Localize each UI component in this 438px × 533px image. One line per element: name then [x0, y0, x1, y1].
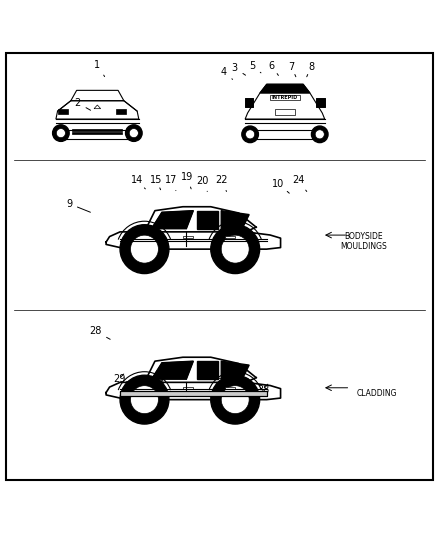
Text: 4: 4 [220, 67, 232, 79]
Text: 26: 26 [143, 240, 155, 251]
Text: 19: 19 [180, 172, 192, 189]
Text: 37: 37 [237, 378, 249, 389]
Text: 7: 7 [288, 62, 295, 77]
Circle shape [311, 126, 327, 143]
Text: 5: 5 [248, 61, 260, 73]
Bar [62, 130, 132, 139]
Text: 17: 17 [165, 175, 177, 191]
Circle shape [120, 375, 169, 424]
Text: 20: 20 [195, 176, 208, 191]
Circle shape [245, 130, 254, 139]
Text: 2: 2 [74, 98, 90, 110]
Bar [274, 109, 294, 115]
Polygon shape [106, 232, 280, 249]
Text: 6: 6 [268, 61, 278, 76]
Polygon shape [259, 84, 309, 93]
Bar [244, 98, 253, 107]
Circle shape [210, 225, 259, 273]
Text: 27: 27 [222, 240, 234, 251]
Bar [244, 98, 253, 107]
Polygon shape [106, 382, 280, 400]
Text: 14: 14 [130, 175, 145, 189]
Text: 28: 28 [89, 326, 110, 340]
Text: 10: 10 [272, 179, 289, 193]
Text: 29: 29 [113, 374, 125, 384]
Text: 33: 33 [152, 378, 164, 389]
Bar [58, 109, 68, 114]
Circle shape [53, 125, 69, 141]
Bar [120, 391, 266, 397]
Bar [247, 130, 321, 139]
Circle shape [130, 235, 158, 263]
Circle shape [129, 128, 138, 138]
Text: 3: 3 [231, 63, 245, 75]
Circle shape [130, 386, 158, 414]
Circle shape [241, 126, 258, 143]
Bar [316, 98, 324, 107]
Text: BODYSIDE
MOULDINGS: BODYSIDE MOULDINGS [339, 232, 386, 252]
Text: INTREPID: INTREPID [271, 95, 297, 100]
Polygon shape [196, 361, 217, 379]
Bar [269, 95, 299, 100]
Text: 35: 35 [217, 378, 230, 389]
Circle shape [56, 128, 65, 138]
Circle shape [210, 375, 259, 424]
Polygon shape [196, 211, 217, 229]
Circle shape [221, 235, 249, 263]
Bar [116, 109, 126, 114]
Bar [316, 98, 324, 107]
Bar [183, 386, 193, 389]
Text: 38: 38 [256, 384, 268, 394]
Bar [120, 391, 266, 397]
Text: 1: 1 [94, 60, 104, 77]
Bar [183, 236, 193, 238]
Text: 9: 9 [66, 199, 90, 212]
Bar [72, 132, 122, 134]
Text: 15: 15 [150, 175, 162, 190]
Text: 24: 24 [291, 175, 306, 191]
Polygon shape [151, 361, 193, 379]
Bar [224, 386, 235, 389]
Text: CLADDING: CLADDING [356, 389, 396, 398]
Polygon shape [221, 361, 249, 379]
Text: 22: 22 [215, 175, 227, 191]
Polygon shape [151, 211, 193, 229]
Circle shape [221, 386, 249, 414]
Bar [72, 129, 122, 131]
Circle shape [125, 125, 142, 141]
Text: 8: 8 [306, 62, 314, 77]
Circle shape [120, 225, 169, 273]
Bar [224, 236, 235, 238]
Polygon shape [221, 211, 249, 229]
Circle shape [314, 130, 324, 139]
